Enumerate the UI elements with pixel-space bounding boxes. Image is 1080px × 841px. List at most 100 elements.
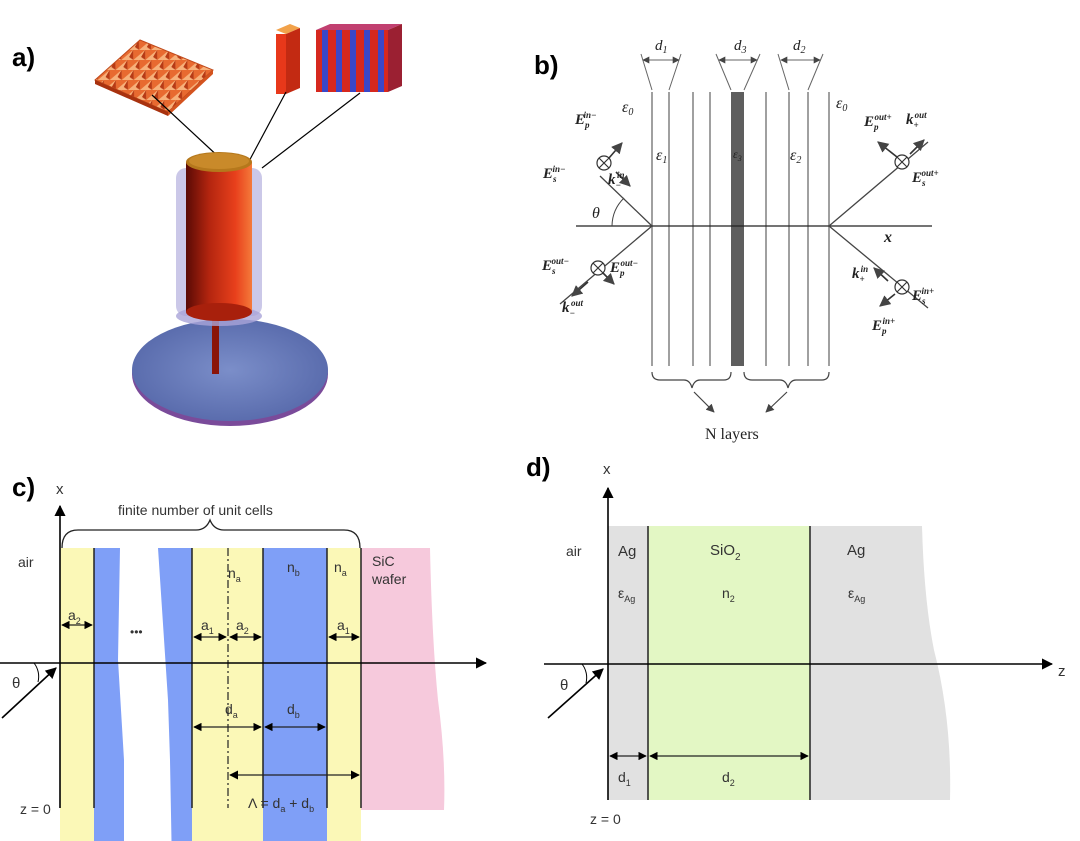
substrate-disk xyxy=(132,319,328,426)
single-slab-inset xyxy=(276,24,300,94)
k-out-minus-label: k−out xyxy=(562,298,583,318)
period-label: Λ = da + db xyxy=(248,795,314,814)
panel-d: d) x z air Ag SiO2 Ag εAg n2 εAg θ d1 d2… xyxy=(526,452,1066,827)
z0-label: z = 0 xyxy=(20,801,51,817)
d2-label: d2 xyxy=(793,38,806,56)
a2-left-label: a2 xyxy=(68,607,81,626)
layer-stack xyxy=(651,92,830,366)
incident-ray xyxy=(547,668,604,719)
eps1-label: ε1 xyxy=(656,147,667,166)
n-layers-label: N layers xyxy=(705,426,759,443)
defect-layer xyxy=(731,92,744,366)
x-axis-label: x xyxy=(603,461,611,478)
thickness-markers xyxy=(640,53,824,91)
fiber-stem xyxy=(212,320,219,374)
layer-a-left xyxy=(60,548,94,841)
db-label: db xyxy=(287,701,300,720)
z-axis-label: z xyxy=(1058,663,1066,680)
d1-label: d1 xyxy=(655,38,668,56)
e-s-out-plus-label: Esout+ xyxy=(911,168,939,188)
inset-leader-1 xyxy=(151,94,223,161)
right-bottom-field-group: k+in Esin+ Epin+ xyxy=(852,264,934,336)
left-bottom-field-group: Esout− Epout− k−out xyxy=(541,256,638,318)
layer-b-broken xyxy=(158,548,192,841)
air-label: air xyxy=(18,554,34,570)
d2-label: d2 xyxy=(722,769,735,788)
air-label: air xyxy=(566,543,582,559)
brace-label: finite number of unit cells xyxy=(118,502,273,518)
theta-arc xyxy=(581,663,588,684)
na-left-label: na xyxy=(228,565,241,584)
layer-boundaries xyxy=(647,526,811,800)
incident-ray-right xyxy=(828,225,929,309)
x-axis-label: x xyxy=(883,229,892,246)
k-in-minus-label: k−in xyxy=(608,170,624,190)
panel-d-label: d) xyxy=(526,452,551,482)
layer-boundaries xyxy=(93,548,362,808)
sic-label-1: SiC xyxy=(372,553,395,569)
layer-b-cell xyxy=(263,548,327,841)
d3-label: d3 xyxy=(734,38,747,56)
sic-label-2: wafer xyxy=(371,571,407,587)
e-p-in-minus-label: Epin− xyxy=(574,110,596,130)
incident-ray xyxy=(1,667,57,719)
k-out-plus-label: k+out xyxy=(906,110,927,130)
a1-right-label: a1 xyxy=(337,617,350,636)
sic-wafer-region xyxy=(361,548,445,810)
eps-ag-left-label: εAg xyxy=(618,585,635,604)
sio2-layer xyxy=(648,526,810,800)
da-label: da xyxy=(225,701,238,720)
a1-label: a1 xyxy=(201,617,214,636)
n-layers-braces xyxy=(651,371,830,413)
eps2-label: ε2 xyxy=(790,147,801,166)
reflected-ray-left xyxy=(559,225,653,305)
unit-cell-brace xyxy=(61,518,361,549)
inset-leader-3 xyxy=(261,92,361,169)
e-s-out-minus-label: Esout− xyxy=(541,256,569,276)
layer-a-right xyxy=(327,548,361,841)
eps3-label: ε3 xyxy=(733,147,742,163)
panel-a-label: a) xyxy=(12,42,35,72)
theta-label: θ xyxy=(12,675,20,692)
pyramid-surface-inset xyxy=(94,39,214,116)
x-axis-label: x xyxy=(56,481,64,498)
k-in-plus-label: k+in xyxy=(852,264,868,284)
left-top-field-group: Epin− Esin− k−in xyxy=(542,110,631,190)
eps-ag-right-label: εAg xyxy=(848,585,865,604)
incident-ray-left xyxy=(599,175,653,227)
ag-left-layer xyxy=(608,526,648,800)
ag-right-label: Ag xyxy=(847,542,865,559)
theta-arc xyxy=(611,197,625,227)
layer-b-left xyxy=(94,548,124,841)
theta-arc xyxy=(33,662,40,683)
sio2-label: SiO2 xyxy=(710,542,741,563)
panel-b: b) d1 d3 d2 ε0 ε0 ε1 ε3 ε2 xyxy=(534,38,939,443)
e-p-in-plus-label: Epin+ xyxy=(871,316,895,336)
a2-label: a2 xyxy=(236,617,249,636)
theta-label: θ xyxy=(560,677,568,694)
na-right-label: na xyxy=(334,559,347,578)
panel-c-label: c) xyxy=(12,472,35,502)
multilayer-inset xyxy=(316,24,402,92)
nb-label: nb xyxy=(287,559,300,578)
e-p-out-minus-label: Epout− xyxy=(609,258,638,278)
panel-a: a) xyxy=(12,24,402,426)
e-p-out-plus-label: Epout+ xyxy=(863,112,892,132)
inset-leader-2 xyxy=(246,91,287,166)
e-s-in-minus-label: Esin− xyxy=(542,164,566,184)
ag-right-layer xyxy=(810,526,951,800)
eps0-left-label: ε0 xyxy=(622,99,633,118)
z0-label: z = 0 xyxy=(590,811,621,827)
right-top-field-group: Epout+ k+out Esout+ xyxy=(863,110,939,188)
ellipsis-label: ••• xyxy=(130,625,143,639)
panel-c: c) x finite number of unit cells air SiC… xyxy=(0,472,488,841)
e-s-in-plus-label: Esin+ xyxy=(911,286,934,306)
n2-label: n2 xyxy=(722,585,735,604)
panel-b-label: b) xyxy=(534,50,559,80)
transmitted-ray-right xyxy=(828,141,929,227)
core-cylinder xyxy=(186,152,252,321)
d1-label: d1 xyxy=(618,769,631,788)
theta-label: θ xyxy=(592,205,600,222)
ag-left-label: Ag xyxy=(618,543,636,560)
